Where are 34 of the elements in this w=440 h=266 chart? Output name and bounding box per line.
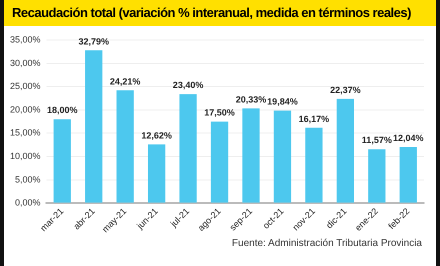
bar	[210, 122, 228, 203]
data-label: 16,17%	[298, 114, 330, 124]
data-label: 22,37%	[330, 84, 361, 95]
bar	[336, 98, 354, 203]
bar	[400, 147, 417, 203]
data-label: 32,79%	[78, 36, 109, 46]
bar	[148, 144, 166, 203]
bar	[54, 119, 71, 203]
y-tick-label: 5,00%	[14, 174, 41, 184]
source-note: Fuente: Administración Tributaria Provincia	[230, 238, 423, 249]
data-label: 19,84%	[267, 96, 298, 107]
data-label: 23,40%	[172, 80, 204, 90]
y-tick-label: 35,00%	[10, 34, 41, 44]
y-tick-label: 25,00%	[10, 81, 41, 92]
y-tick-label: 20,00%	[10, 104, 41, 114]
bar	[116, 90, 134, 203]
bar	[368, 149, 386, 203]
data-label: 11,57%	[362, 135, 392, 146]
bar	[274, 110, 292, 203]
y-tick-label: 15,00%	[10, 128, 41, 138]
data-label: 18,00%	[46, 105, 78, 116]
chart-title: Recaudación total (variación % interanual, medida en términos reales)	[4, 0, 436, 26]
bar	[85, 50, 102, 203]
data-label: 17,50%	[204, 108, 235, 118]
data-label: 20,33%	[236, 94, 266, 104]
bar	[179, 94, 197, 203]
y-tick-label: 0,00%	[14, 198, 41, 208]
bar	[305, 128, 323, 203]
bar	[242, 108, 260, 203]
data-label: 12,04%	[393, 133, 424, 144]
data-label: 24,21%	[110, 76, 140, 86]
data-label: 12,62%	[141, 130, 172, 140]
y-tick-label: 30,00%	[10, 58, 41, 68]
y-tick-label: 10,00%	[10, 151, 41, 162]
